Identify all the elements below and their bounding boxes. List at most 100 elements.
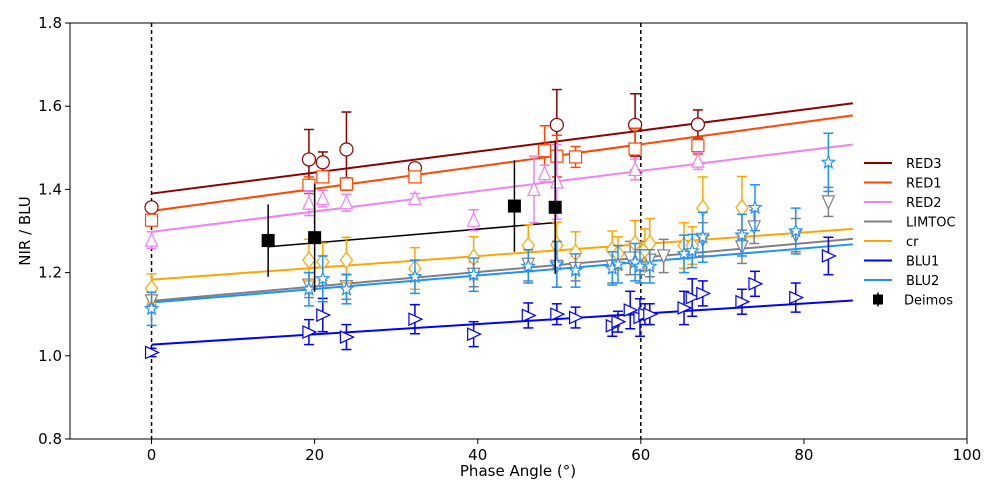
data-point-blu1 [696, 286, 712, 301]
legend-marker-deimos [873, 294, 883, 305]
legend-label: LIMTOC [906, 216, 956, 231]
data-point-blu1 [521, 308, 537, 323]
data-point-red1 [144, 213, 159, 227]
y-tick-label: 1.8 [38, 14, 62, 32]
y-tick-label: 1.6 [38, 97, 62, 115]
series-blu2 [143, 132, 837, 327]
data-point-red3 [690, 117, 706, 132]
fit-line-red1 [151, 114, 853, 213]
data-point-red2 [537, 165, 552, 181]
data-point-red2 [466, 211, 481, 227]
y-tick-label: 1.2 [38, 264, 62, 282]
data-point-red1 [408, 170, 422, 184]
fit-line-limtoc [151, 237, 853, 302]
legend-item-cr: cr [864, 235, 919, 250]
data-point-blu1 [550, 307, 566, 322]
data-point-blu2 [465, 266, 482, 282]
data-point-red2 [690, 152, 705, 168]
data-point-blu1 [735, 294, 751, 309]
data-point-blu1 [643, 307, 659, 322]
data-point-blu1 [568, 310, 585, 325]
data-point-blu1 [467, 327, 483, 342]
data-point-blu1 [611, 314, 627, 329]
y-axis-label: NIR / BLU [16, 196, 34, 266]
x-tick-label: 20 [305, 446, 324, 464]
fit-line-red3 [151, 102, 853, 195]
data-point-blu2 [143, 300, 160, 316]
data-point-red1 [691, 139, 705, 153]
data-point-deimos [261, 234, 275, 248]
data-point-blu2 [695, 229, 711, 244]
data-point-deimos [548, 200, 562, 214]
data-point-red2 [144, 231, 159, 247]
data-point-deimos [507, 199, 521, 213]
data-point-blu1 [144, 345, 160, 360]
legend-label: RED3 [906, 157, 942, 172]
data-point-blu2 [567, 262, 584, 278]
data-point-limtoc [656, 249, 671, 265]
data-point-blu1 [789, 290, 805, 305]
data-point-red1 [302, 178, 316, 192]
data-point-red2 [315, 190, 330, 206]
data-point-red2 [628, 161, 643, 177]
data-point-red3 [549, 117, 564, 133]
y-tick-label: 1.0 [38, 347, 62, 365]
data-point-blu2 [315, 270, 331, 286]
data-point-blu2 [301, 281, 317, 296]
data-point-red1 [568, 150, 583, 164]
data-point-blu1 [623, 303, 639, 317]
data-point-blu1 [685, 290, 701, 305]
x-tick-label: 40 [468, 446, 487, 464]
data-point-blu1 [748, 276, 764, 291]
data-point-red2 [549, 173, 564, 189]
data-point-red3 [315, 155, 330, 170]
data-point-blu1 [677, 301, 693, 315]
plot-area [69, 22, 968, 440]
data-point-blu2 [549, 256, 565, 271]
x-axis-ticks: 0 20 40 60 80 100 [147, 439, 981, 464]
data-point-red1 [537, 144, 552, 158]
legend-item-blu2: BLU2 [864, 274, 939, 289]
data-point-blu2 [338, 281, 355, 296]
data-point-blu2 [407, 268, 423, 284]
fit-lines [151, 102, 853, 346]
legend-item-deimos: Deimos [873, 292, 953, 309]
data-point-red3 [144, 200, 159, 215]
x-axis-label: Phase Angle (°) [460, 462, 576, 480]
legend-label: cr [906, 235, 919, 250]
series-deimos [261, 140, 562, 292]
data-point-limtoc [623, 251, 638, 267]
data-point-cr [339, 251, 354, 270]
y-tick-label: 1.4 [38, 180, 62, 198]
legend-item-limtoc: LIMTOC [864, 216, 956, 231]
data-point-red3 [339, 142, 354, 157]
data-point-blu1 [316, 308, 332, 322]
data-point-blu2 [820, 154, 837, 169]
data-point-red1 [628, 142, 642, 156]
data-point-blu1 [408, 312, 424, 327]
legend: RED3 RED1 RED2 LIMTOC cr BLU1 BLU2 Deimos [864, 157, 956, 309]
legend-item-red2: RED2 [864, 196, 942, 211]
legend-label: Deimos [904, 294, 953, 309]
series-blu1 [144, 236, 837, 360]
data-point-blu2 [610, 256, 626, 271]
reference-lines [150, 23, 642, 439]
fit-line-blu2 [151, 243, 853, 304]
y-axis-ticks: 0.8 1.0 1.2 1.4 1.6 1.8 [38, 14, 70, 448]
data-point-red2 [527, 180, 541, 196]
data-point-blu2 [787, 222, 804, 238]
data-point-blu2 [642, 258, 658, 273]
legend-item-red3: RED3 [864, 157, 942, 172]
data-point-red3 [301, 152, 317, 167]
legend-label: RED1 [906, 177, 942, 192]
data-point-blu1 [302, 325, 318, 340]
data-point-blu2 [684, 242, 700, 258]
data-point-limtoc [821, 195, 836, 211]
legend-item-blu1: BLU1 [864, 255, 939, 270]
data-point-red2 [407, 190, 422, 206]
x-tick-label: 60 [631, 446, 650, 464]
data-point-red1 [316, 170, 330, 184]
data-point-blu2 [747, 199, 763, 215]
data-point-limtoc [747, 220, 762, 236]
